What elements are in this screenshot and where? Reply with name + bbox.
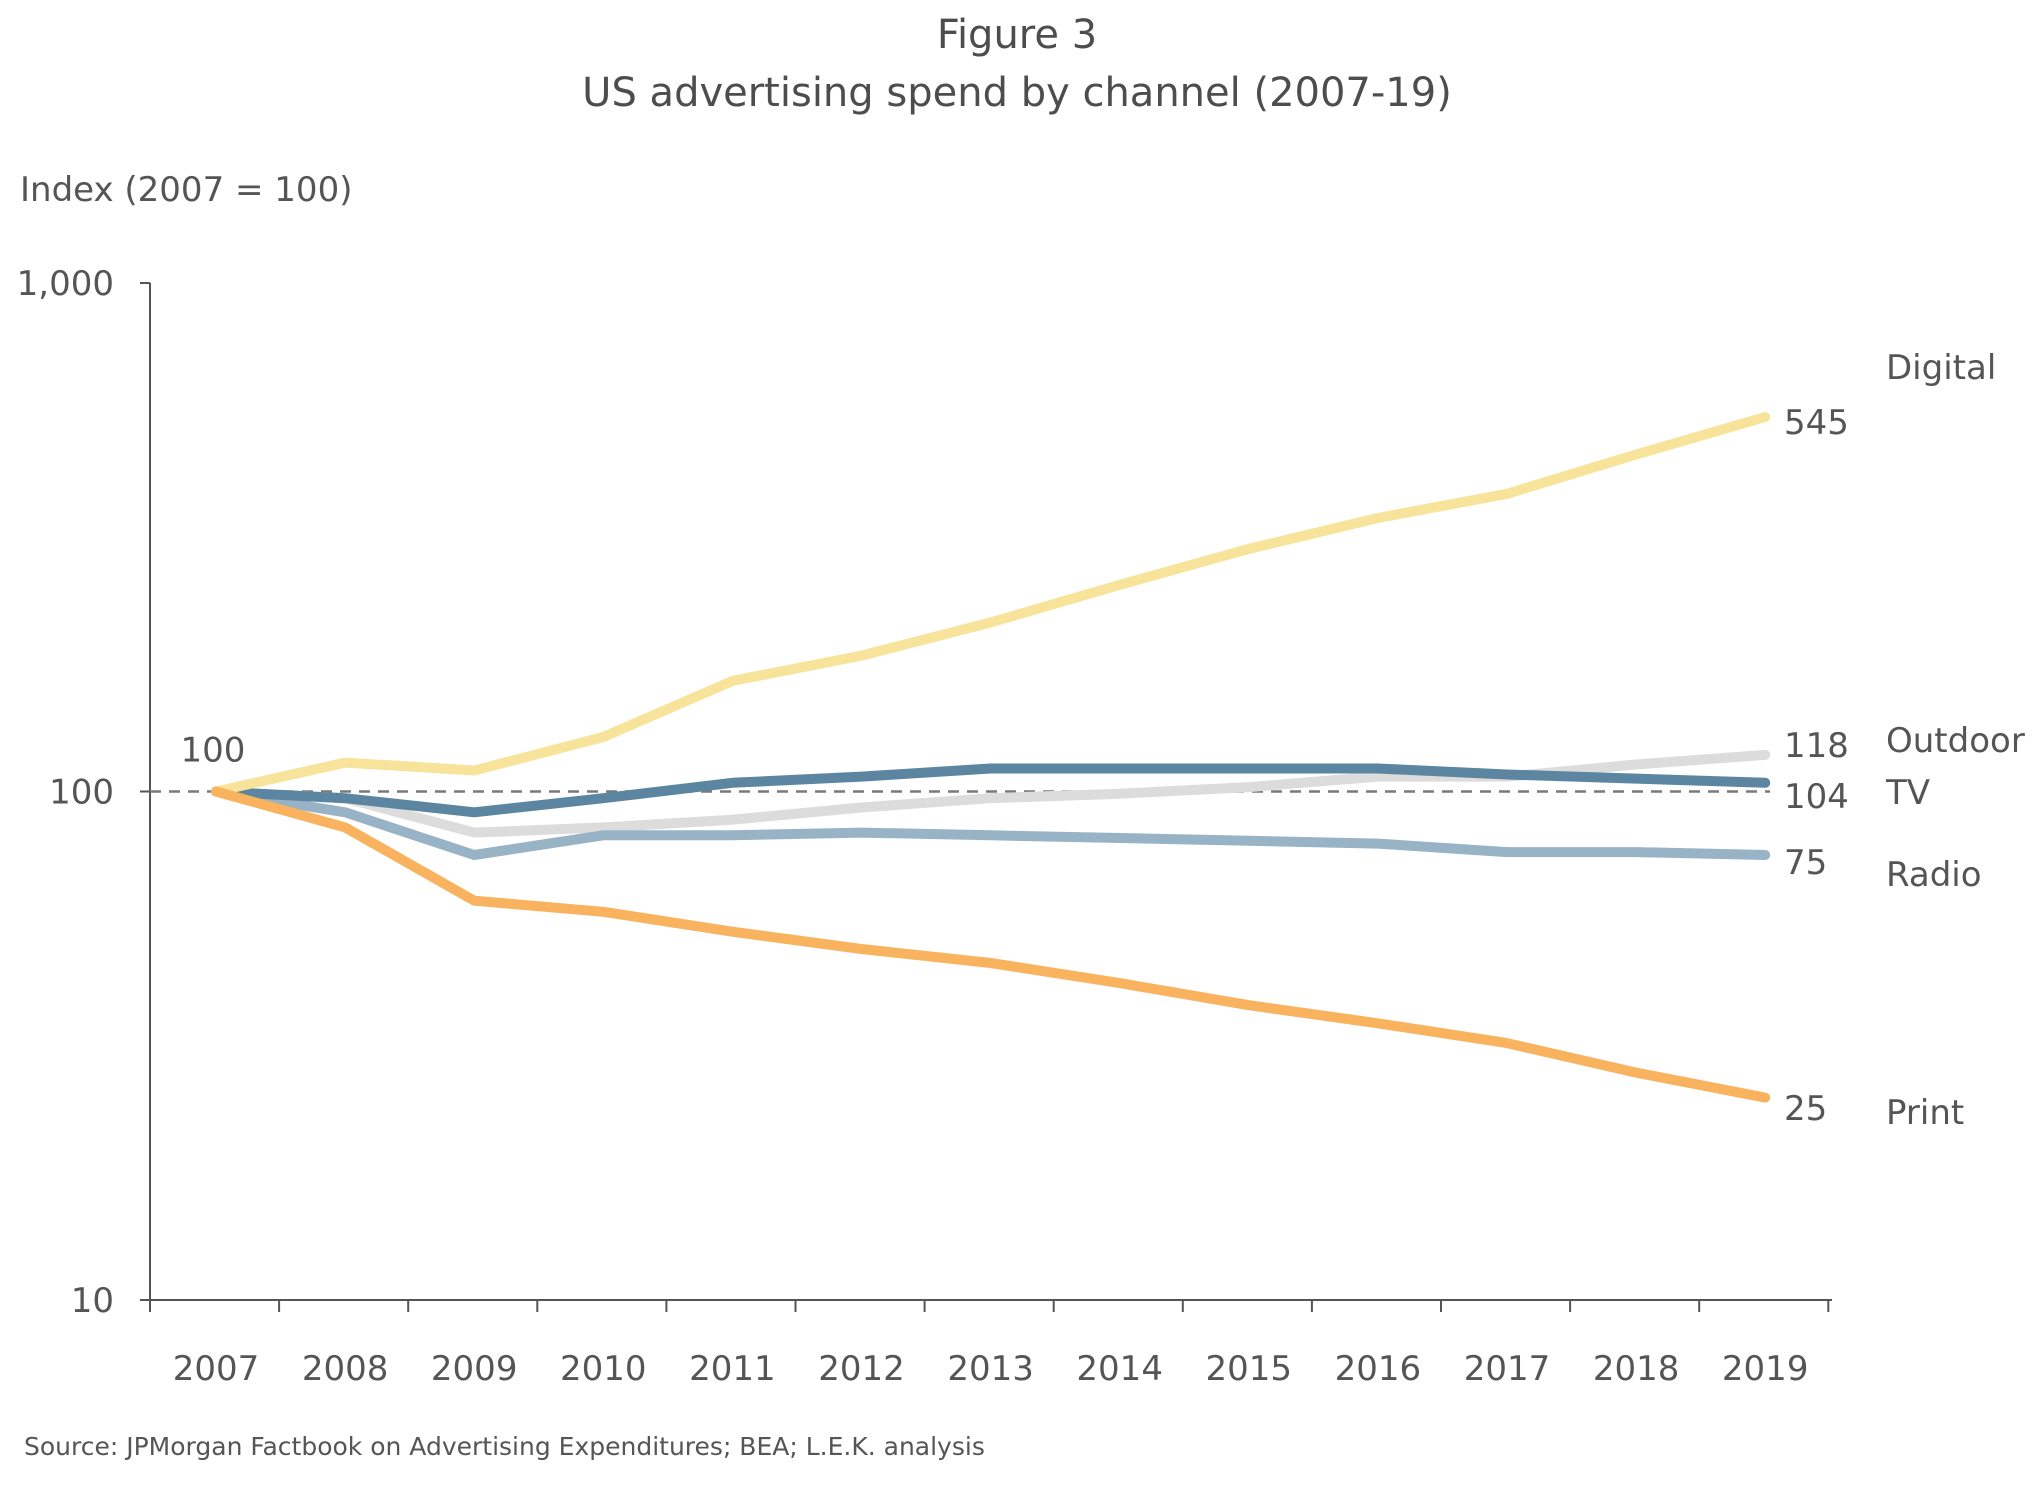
end-value-label-radio: 75 <box>1784 843 1827 883</box>
y-tick-label: 10 <box>71 1281 114 1321</box>
x-tick-label: 2009 <box>431 1349 518 1389</box>
start-value-label: 100 <box>181 731 246 771</box>
x-tick-label: 2011 <box>689 1349 776 1389</box>
figure-number: Figure 3 <box>936 12 1098 58</box>
x-tick-label: 2017 <box>1464 1349 1551 1389</box>
series-line-print <box>211 786 1771 1103</box>
x-tick-label: 2007 <box>173 1349 260 1389</box>
series-line-tv <box>211 763 1771 818</box>
x-tick-label: 2015 <box>1206 1349 1293 1389</box>
x-tick-label: 2016 <box>1335 1349 1422 1389</box>
end-value-label-print: 25 <box>1784 1089 1827 1129</box>
series-name-label-outdoor: Outdoor <box>1886 721 2025 761</box>
x-tick-label: 2014 <box>1076 1349 1163 1389</box>
x-tick-label: 2019 <box>1722 1349 1809 1389</box>
end-value-label-tv: 104 <box>1784 777 1849 817</box>
y-tick-label: 100 <box>49 773 114 813</box>
series-name-label-radio: Radio <box>1886 855 1982 895</box>
series-name-label-digital: Digital <box>1886 348 1996 388</box>
chart-title: US advertising spend by channel (2007-19… <box>582 70 1452 116</box>
x-tick-label: 2012 <box>818 1349 905 1389</box>
end-value-label-outdoor: 118 <box>1784 726 1849 766</box>
y-axis-label: Index (2007 = 100) <box>20 170 353 210</box>
y-tick-label: 1,000 <box>17 264 114 304</box>
x-tick-label: 2018 <box>1593 1349 1680 1389</box>
series-line-digital <box>211 412 1771 797</box>
x-tick-label: 2010 <box>560 1349 647 1389</box>
series-line-radio <box>211 786 1771 860</box>
source-note: Source: JPMorgan Factbook on Advertising… <box>24 1432 985 1461</box>
x-tick-label: 2013 <box>947 1349 1034 1389</box>
series-name-label-tv: TV <box>1885 773 1930 813</box>
end-value-label-digital: 545 <box>1784 403 1849 443</box>
series-name-label-print: Print <box>1886 1093 1964 1133</box>
x-tick-label: 2008 <box>302 1349 389 1389</box>
